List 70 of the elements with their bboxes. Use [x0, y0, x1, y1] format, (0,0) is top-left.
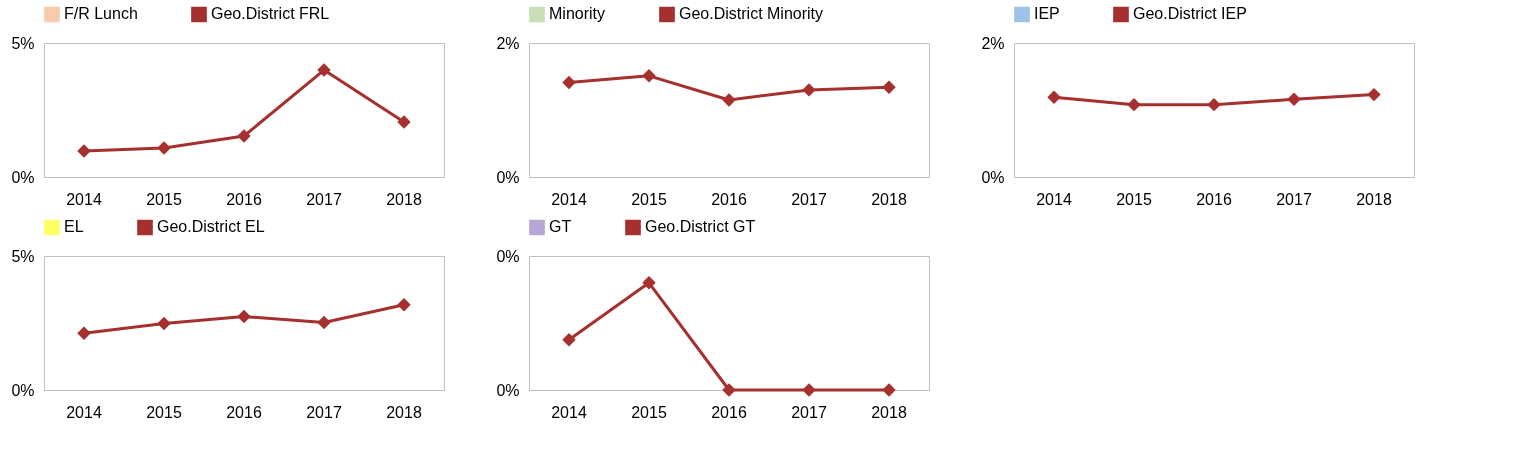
x-tick-label: 2014: [1036, 190, 1072, 208]
point: [1047, 90, 1061, 104]
point: [77, 144, 91, 158]
point: [562, 333, 576, 347]
y-tick-label: 0%: [981, 168, 1005, 186]
point: [882, 383, 896, 397]
legend-label: Geo.District FRL: [211, 5, 330, 23]
point: [157, 316, 171, 331]
point: [802, 83, 816, 97]
x-tick-label: 2015: [146, 403, 182, 421]
x-tick-label: 2018: [1356, 190, 1392, 208]
point: [882, 80, 896, 94]
x-tick-label: 2014: [66, 403, 102, 421]
legend-label: Geo.District IEP: [1133, 5, 1247, 23]
point: [642, 276, 656, 290]
x-tick-label: 2016: [1196, 190, 1232, 208]
point: [317, 63, 331, 77]
point: [77, 326, 91, 340]
legend-label: F/R Lunch: [64, 5, 138, 23]
point: [237, 129, 251, 143]
point: [1127, 97, 1141, 112]
legend-label: Minority: [549, 5, 606, 23]
x-tick-label: 2018: [386, 403, 422, 421]
point: [397, 298, 411, 312]
x-tick-label: 2016: [711, 403, 747, 421]
point: [722, 93, 736, 107]
y-tick-label: 2%: [496, 34, 520, 52]
x-tick-label: 2016: [226, 403, 262, 421]
point: [722, 383, 736, 397]
x-tick-label: 2014: [551, 403, 587, 421]
x-tick-label: 2015: [631, 190, 667, 208]
x-tick-label: 2014: [66, 190, 102, 208]
point: [397, 115, 411, 129]
x-tick-label: 2015: [1116, 190, 1152, 208]
x-tick-label: 2015: [146, 190, 182, 208]
x-tick-label: 2017: [791, 190, 827, 208]
legend-label: Geo.District Minority: [679, 5, 824, 23]
point: [1367, 87, 1381, 102]
y-tick-label: 0%: [11, 381, 35, 399]
y-tick-label: 5%: [11, 34, 35, 52]
x-tick-label: 2017: [306, 190, 342, 208]
y-tick-label: 5%: [11, 247, 35, 265]
y-tick-label: 0%: [11, 168, 35, 186]
legend-label: GT: [549, 218, 572, 236]
x-tick-label: 2014: [551, 190, 587, 208]
y-tick-label: 0%: [496, 381, 520, 399]
legend-label: Geo.District EL: [157, 218, 265, 236]
x-tick-label: 2015: [631, 403, 667, 421]
point: [237, 309, 251, 324]
x-tick-label: 2016: [226, 190, 262, 208]
point: [1207, 97, 1221, 112]
x-tick-label: 2018: [386, 190, 422, 208]
legend-label: EL: [64, 218, 84, 236]
y-tick-label: 2%: [981, 34, 1005, 52]
point: [642, 69, 656, 83]
point: [562, 75, 576, 90]
y-tick-label: 0%: [496, 247, 520, 265]
point: [1287, 92, 1301, 106]
legend-label: Geo.District GT: [645, 218, 756, 236]
x-tick-label: 2017: [791, 403, 827, 421]
y-tick-label: 0%: [496, 168, 520, 186]
point: [317, 315, 331, 330]
x-tick-label: 2017: [306, 403, 342, 421]
point: [802, 383, 816, 397]
point: [157, 141, 171, 155]
legend-label: IEP: [1034, 5, 1060, 23]
x-tick-label: 2018: [871, 190, 907, 208]
x-tick-label: 2016: [711, 190, 747, 208]
x-tick-label: 2017: [1276, 190, 1312, 208]
x-tick-label: 2018: [871, 403, 907, 421]
